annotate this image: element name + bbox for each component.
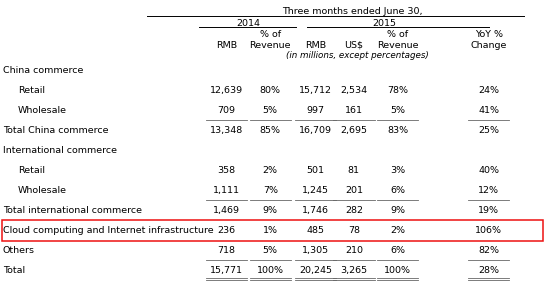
Text: 1,469: 1,469 [213,206,240,215]
Text: 81: 81 [348,166,360,175]
Bar [2,220,543,241]
Text: US$: US$ [345,41,363,49]
Text: 12%: 12% [478,186,499,195]
Text: 15,771: 15,771 [210,266,243,275]
Text: 28%: 28% [478,266,499,275]
Text: 2014: 2014 [236,19,260,27]
Text: 40%: 40% [478,166,499,175]
Text: 282: 282 [345,206,363,215]
Text: 1,111: 1,111 [213,186,240,195]
Text: 24%: 24% [478,86,499,95]
Text: Cloud computing and Internet infrastructure: Cloud computing and Internet infrastruct… [3,226,213,235]
Text: 358: 358 [217,166,236,175]
Text: 100%: 100% [257,266,284,275]
Text: Total international commerce: Total international commerce [3,206,142,215]
Text: 1%: 1% [263,226,278,235]
Text: 85%: 85% [260,126,281,135]
Text: 709: 709 [218,106,235,115]
Text: % of: % of [260,30,281,39]
Text: 2%: 2% [390,226,405,235]
Text: Three months ended June 30,: Three months ended June 30, [282,7,423,16]
Text: RMB: RMB [305,41,326,49]
Text: 2,534: 2,534 [340,86,367,95]
Text: 20,245: 20,245 [299,266,332,275]
Text: Revenue: Revenue [377,41,418,49]
Text: International commerce: International commerce [3,146,117,155]
Text: 485: 485 [307,226,324,235]
Text: YoY %: YoY % [474,30,503,39]
Text: 236: 236 [217,226,236,235]
Text: 80%: 80% [260,86,281,95]
Text: 19%: 19% [478,206,499,215]
Text: 100%: 100% [384,266,411,275]
Text: 13,348: 13,348 [210,126,243,135]
Text: 6%: 6% [390,246,405,255]
Text: 78%: 78% [387,86,408,95]
Text: 6%: 6% [390,186,405,195]
Text: 501: 501 [307,166,324,175]
Text: China commerce: China commerce [3,65,83,75]
Text: 83%: 83% [387,126,408,135]
Text: 210: 210 [345,246,363,255]
Text: 1,245: 1,245 [302,186,329,195]
Text: Others: Others [3,246,35,255]
Text: RMB: RMB [216,41,237,49]
Text: Retail: Retail [18,86,45,95]
Text: 106%: 106% [475,226,502,235]
Text: 12,639: 12,639 [210,86,243,95]
Text: 2%: 2% [263,166,278,175]
Text: 5%: 5% [390,106,405,115]
Text: Wholesale: Wholesale [18,106,67,115]
Text: 25%: 25% [478,126,499,135]
Text: Wholesale: Wholesale [18,186,67,195]
Text: 9%: 9% [263,206,278,215]
Text: (in millions, except percentages): (in millions, except percentages) [286,51,429,59]
Text: 718: 718 [218,246,235,255]
Text: 15,712: 15,712 [299,86,332,95]
Text: 3%: 3% [390,166,405,175]
Text: Total: Total [3,266,25,275]
Text: Total China commerce: Total China commerce [3,126,108,135]
Text: 7%: 7% [263,186,278,195]
Text: 78: 78 [348,226,360,235]
Text: 997: 997 [307,106,324,115]
Text: 3,265: 3,265 [340,266,367,275]
Text: % of: % of [387,30,408,39]
Text: 41%: 41% [478,106,499,115]
Text: Retail: Retail [18,166,45,175]
Text: Change: Change [471,41,507,49]
Text: 5%: 5% [263,106,278,115]
Text: 2015: 2015 [372,19,396,27]
Text: 82%: 82% [478,246,499,255]
Text: Revenue: Revenue [250,41,291,49]
Text: 9%: 9% [390,206,405,215]
Text: 2,695: 2,695 [340,126,367,135]
Text: 1,305: 1,305 [302,246,329,255]
Text: 161: 161 [345,106,363,115]
Text: 1,746: 1,746 [302,206,329,215]
Text: 5%: 5% [263,246,278,255]
Text: 16,709: 16,709 [299,126,332,135]
Text: 201: 201 [345,186,363,195]
